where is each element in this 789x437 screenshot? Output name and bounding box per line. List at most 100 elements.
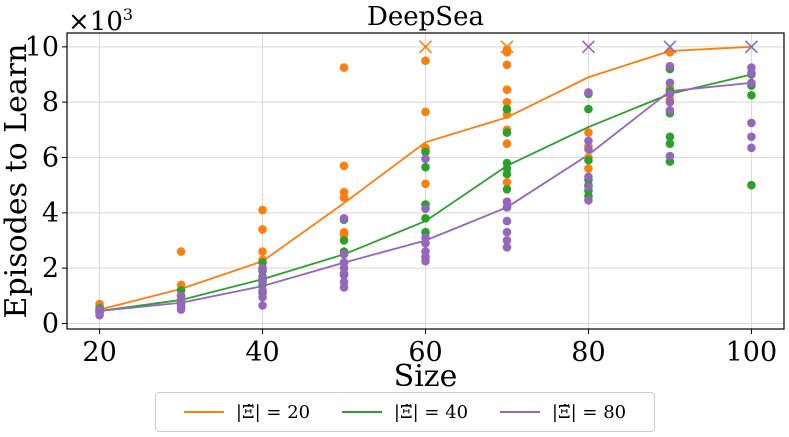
legend-swatch-40: [341, 411, 382, 413]
series-2-point-7: [258, 263, 267, 273]
series-0-point-30: [502, 97, 512, 107]
chart-title: DeepSea: [367, 2, 484, 32]
series-0-point-10: [258, 225, 267, 234]
failure-markers: [418, 40, 758, 54]
y-tick-label-0: 0: [42, 308, 59, 339]
series-0-point-14: [339, 63, 349, 72]
series-1-point-20: [421, 214, 430, 223]
series-2-point-20: [421, 154, 430, 164]
series-line-0: [99, 45, 752, 311]
x-tick-label-80: 80: [571, 337, 605, 368]
legend-item-80: |Ξ̃| = 80: [499, 401, 627, 423]
series-2-point-36: [584, 172, 593, 182]
legend-swatch-20: [183, 411, 224, 413]
series-1-point-13: [339, 236, 349, 245]
series-2-point-10: [258, 285, 267, 295]
series-2-point-40: [665, 78, 675, 88]
series-1-point-27: [502, 169, 512, 179]
series-2-fail-marker-100: [744, 40, 758, 54]
series-1-point-18: [421, 162, 430, 172]
series-2-point-19: [339, 283, 349, 292]
series-2-point-12: [258, 301, 267, 310]
series-1-point-28: [502, 184, 512, 194]
series-2-point-49: [747, 132, 756, 142]
series-2-fail-marker-90: [663, 40, 677, 54]
series-2-point-37: [584, 182, 593, 191]
series-2-point-39: [665, 61, 675, 71]
series-2-point-33: [584, 88, 593, 97]
series-2-point-47: [747, 78, 756, 88]
legend-label-20: |Ξ̃| = 20: [235, 401, 311, 423]
series-2-point-23: [421, 238, 430, 248]
x-axis-title: Size: [394, 359, 458, 394]
x-tick-label-20: 20: [82, 337, 116, 368]
y-tick-label-6: 6: [42, 142, 59, 173]
series-2-point-50: [747, 143, 756, 153]
series-2-point-2: [95, 310, 104, 320]
series-0-fail-marker-60: [418, 40, 433, 54]
series-0-point-21: [421, 107, 430, 117]
series-1-point-24: [502, 128, 512, 137]
series-2-point-11: [258, 292, 267, 302]
legend-item-20: |Ξ̃| = 20: [183, 401, 311, 423]
series-2-point-30: [502, 227, 512, 237]
series-0-point-4: [176, 247, 186, 256]
legend: |Ξ̃| = 20 |Ξ̃| = 40 |Ξ̃| = 80: [155, 392, 655, 432]
series-1-point-45: [747, 90, 756, 100]
series-2-point-29: [502, 216, 512, 226]
series-1-point-23: [502, 104, 512, 114]
series-2-point-42: [665, 97, 675, 107]
series-1-point-31: [584, 104, 593, 114]
series-1-point-40: [665, 132, 675, 142]
series-0-point-17: [339, 193, 349, 202]
series-2-point-9: [258, 277, 267, 287]
legend-label-40: |Ξ̃| = 40: [393, 401, 469, 423]
series-2-point-48: [747, 118, 756, 128]
series-2-point-16: [339, 263, 349, 273]
series-2-fail-marker-80: [581, 40, 596, 54]
legend-label-80: |Ξ̃| = 80: [551, 401, 627, 423]
series-2-point-32: [502, 243, 512, 252]
series-0-point-40: [665, 48, 675, 57]
series-0-point-20: [421, 56, 430, 65]
series-0-point-11: [258, 247, 267, 256]
legend-item-40: |Ξ̃| = 40: [341, 401, 469, 423]
series-2-point-46: [747, 68, 756, 78]
series-1-point-32: [584, 155, 593, 165]
series-2-point-41: [665, 89, 675, 99]
x-tick-label-100: 100: [726, 337, 778, 368]
series-0-fail-marker-70: [500, 40, 514, 54]
x-tick-label-40: 40: [245, 337, 279, 368]
series-2-point-38: [584, 196, 593, 205]
series-0-point-24: [421, 179, 430, 189]
series-0-point-39: [584, 164, 593, 173]
series-0-point-36: [584, 128, 593, 137]
series-2-point-13: [339, 214, 349, 223]
series-0-point-33: [502, 139, 512, 148]
series-2-point-43: [665, 106, 675, 115]
x-tick-label-60: 60: [408, 337, 442, 368]
series-1-point-17: [421, 147, 430, 157]
y-axis-title: Episodes to Learn: [0, 44, 34, 319]
series-2-point-35: [584, 144, 593, 154]
series-0-point-9: [258, 205, 267, 215]
y-tick-label-10: 10: [25, 32, 59, 63]
series-0-point-29: [502, 85, 512, 95]
series-0-point-15: [339, 161, 349, 171]
series-1-point-46: [747, 180, 756, 190]
series-0-point-27: [502, 48, 512, 57]
series-2-point-34: [584, 136, 593, 146]
series-2-point-6: [176, 305, 186, 314]
y-tick-label-8: 8: [42, 87, 59, 118]
scatter-points: [95, 45, 756, 320]
series-1-point-41: [665, 139, 675, 148]
series-2-point-14: [339, 250, 349, 259]
series-2-point-26: [421, 256, 430, 266]
series-0-point-28: [502, 60, 512, 70]
axis-ticks: 20 40 60 80 100 0 2 4 6 8 10: [25, 32, 778, 368]
series-2-point-17: [339, 270, 349, 280]
series-0-point-34: [502, 178, 512, 187]
y-tick-label-2: 2: [42, 253, 59, 284]
y-tick-label-4: 4: [42, 198, 59, 229]
